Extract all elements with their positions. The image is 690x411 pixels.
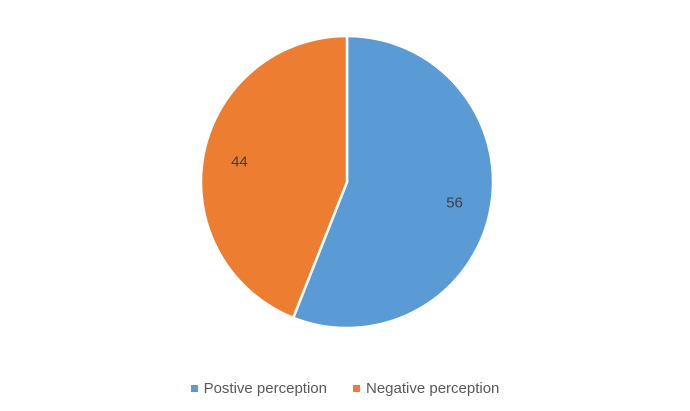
- legend-swatch-positive: [190, 385, 198, 392]
- legend-swatch-negative: [352, 385, 360, 392]
- legend-item-positive: Postive perception: [190, 380, 327, 397]
- legend-label-negative: Negative perception: [365, 380, 500, 397]
- chart-legend: Postive perception Negative perception: [0, 380, 690, 397]
- legend-label-positive: Postive perception: [203, 380, 327, 397]
- data-label-positive: 56: [446, 195, 463, 212]
- pie-chart-svg: 56 44: [199, 34, 495, 330]
- pie-slice-negative: [199, 34, 349, 319]
- legend-item-negative: Negative perception: [352, 380, 500, 397]
- pie-slice-positive: [292, 34, 495, 330]
- data-label-negative: 44: [231, 153, 248, 170]
